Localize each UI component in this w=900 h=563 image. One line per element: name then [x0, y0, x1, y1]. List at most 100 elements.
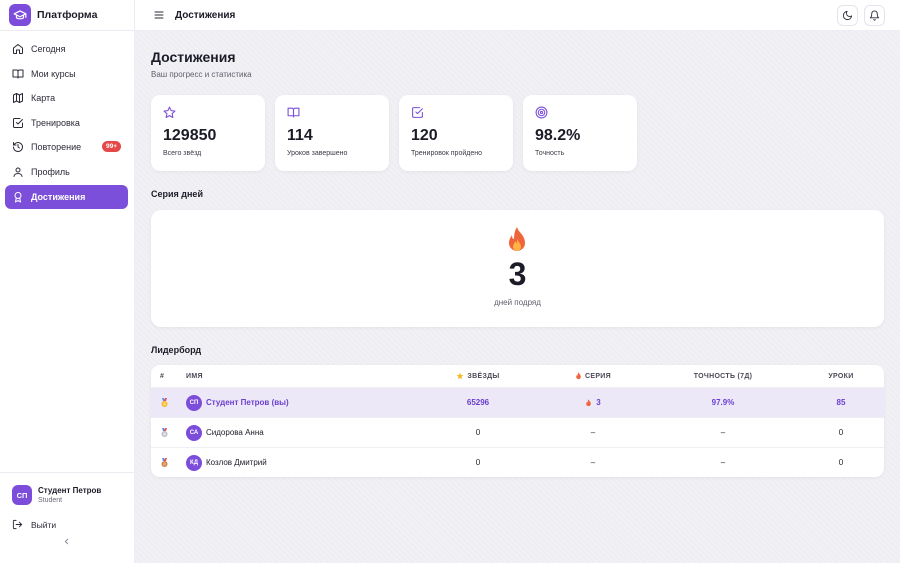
theme-toggle-button[interactable]: [837, 5, 858, 26]
table-row[interactable]: СП Студент Петров (вы) 65296 3 97.9% 85: [151, 387, 884, 417]
leader-accuracy: –: [720, 428, 726, 437]
leader-lessons: 0: [838, 428, 844, 437]
avatar: СП: [12, 485, 32, 505]
sidebar-nav: Сегодня Мои курсы Карта Тренировка Повто…: [0, 31, 134, 209]
avatar: СА: [186, 424, 202, 441]
column-header-accuracy[interactable]: ТОЧНОСТЬ (7Д): [693, 372, 753, 380]
award-icon: [14, 191, 22, 203]
leader-lessons: 85: [836, 398, 846, 407]
stat-value: 120: [411, 127, 438, 144]
graduation-cap-icon: [9, 4, 31, 26]
hamburger-icon: [154, 11, 164, 19]
top-header: Достижения: [135, 0, 900, 31]
leader-streak-value: 3: [596, 398, 601, 407]
sidebar-item-map[interactable]: Карта: [5, 86, 128, 110]
header-title: Достижения: [175, 9, 236, 21]
sidebar-footer: СП Студент Петров Student Выйти: [0, 472, 134, 563]
fire-icon: [509, 227, 525, 251]
stat-card-stars: 129850 Всего звёзд: [151, 95, 265, 171]
column-header-rank: #: [160, 372, 165, 380]
column-header-streak[interactable]: СЕРИЯ: [543, 365, 643, 387]
avatar: КД: [186, 454, 202, 471]
notifications-button[interactable]: [864, 5, 885, 26]
leader-name: Козлов Дмитрий: [206, 458, 267, 467]
leader-stars: 0: [475, 428, 481, 437]
bronze-medal-icon: [160, 448, 169, 477]
sidebar-item-today[interactable]: Сегодня: [5, 37, 128, 61]
stats-row: 129850 Всего звёзд 114 Уроков завершено …: [151, 95, 647, 171]
bell-icon: [869, 10, 880, 21]
page-subtitle: Ваш прогресс и статистика: [151, 70, 252, 79]
avatar: СП: [186, 394, 202, 411]
fire-icon: [586, 398, 592, 406]
stat-value: 114: [287, 127, 313, 144]
star-icon: [163, 106, 176, 119]
column-header-lessons[interactable]: УРОКИ: [828, 372, 854, 380]
stat-card-accuracy: 98.2% Точность: [523, 95, 637, 171]
leader-name: Сидорова Анна: [206, 428, 264, 437]
table-row[interactable]: КД Козлов Дмитрий 0 – – 0: [151, 447, 884, 477]
leader-streak: 3: [543, 388, 643, 417]
stat-value: 129850: [163, 127, 217, 144]
star-filled-icon: [457, 372, 464, 380]
user-name: Студент Петров: [38, 486, 102, 495]
leader-streak: –: [590, 458, 596, 467]
table-row[interactable]: СА Сидорова Анна 0 – – 0: [151, 417, 884, 447]
checkbox-icon: [13, 117, 23, 128]
column-header-name: ИМЯ: [186, 372, 203, 380]
leader-accuracy: 97.9%: [711, 398, 735, 407]
leaderboard-section-title: Лидерборд: [151, 345, 202, 355]
leader-streak: –: [590, 428, 596, 437]
user-icon: [13, 167, 23, 177]
streak-section-title: Серия дней: [151, 189, 203, 199]
logout-icon: [12, 519, 23, 530]
leader-accuracy: –: [720, 458, 726, 467]
checkbox-icon: [412, 107, 423, 118]
book-icon: [12, 69, 24, 79]
streak-card: 3 дней подряд: [151, 210, 884, 327]
leaderboard-table: # ИМЯ ЗВЁЗДЫ СЕРИЯ ТОЧНОСТЬ (7Д) УРОКИ С…: [151, 365, 884, 477]
table-header: # ИМЯ ЗВЁЗДЫ СЕРИЯ ТОЧНОСТЬ (7Д) УРОКИ: [151, 365, 884, 387]
page-title: Достижения: [151, 49, 236, 65]
moon-icon: [842, 10, 853, 21]
logout-button[interactable]: Выйти: [0, 505, 134, 530]
column-header-label: ЗВЁЗДЫ: [467, 372, 500, 380]
stat-value: 98.2%: [535, 127, 581, 144]
menu-toggle-button[interactable]: [153, 9, 165, 21]
sidebar-item-achievements[interactable]: Достижения: [5, 184, 128, 209]
silver-medal-icon: [160, 418, 169, 447]
stat-label: Тренировок пройдено: [411, 150, 482, 157]
sidebar-item-label: Мои курсы: [31, 68, 76, 79]
user-card[interactable]: СП Студент Петров Student: [0, 473, 134, 505]
book-open-icon: [287, 107, 300, 118]
leader-stars: 0: [475, 458, 481, 467]
stat-label: Всего звёзд: [163, 150, 202, 157]
sidebar-item-profile[interactable]: Профиль: [5, 160, 128, 184]
brand: Платформа: [0, 0, 134, 31]
stat-label: Уроков завершено: [287, 150, 348, 157]
chevron-left-icon: [64, 538, 69, 545]
stat-card-lessons: 114 Уроков завершено: [275, 95, 389, 171]
sidebar-item-training[interactable]: Тренировка: [5, 111, 128, 135]
stat-label: Точность: [535, 150, 565, 157]
sidebar-item-label: Достижения: [31, 191, 86, 202]
leader-name: Студент Петров (вы): [206, 398, 289, 407]
column-header-label: СЕРИЯ: [585, 372, 611, 380]
sidebar-item-label: Тренировка: [31, 117, 80, 128]
home-icon: [13, 44, 23, 54]
streak-value: 3: [508, 256, 527, 292]
brand-name: Платформа: [37, 9, 98, 21]
sidebar-item-courses[interactable]: Мои курсы: [5, 62, 128, 86]
history-icon: [13, 142, 23, 153]
column-header-stars[interactable]: ЗВЁЗДЫ: [433, 365, 523, 387]
sidebar-item-label: Повторение: [31, 142, 82, 153]
collapse-sidebar-button[interactable]: [62, 533, 71, 551]
leader-lessons: 0: [838, 458, 844, 467]
sidebar: Платформа Сегодня Мои курсы Карта Тренир…: [0, 0, 135, 563]
leader-stars: 65296: [466, 398, 490, 407]
sidebar-item-label: Сегодня: [31, 44, 66, 54]
target-icon: [535, 106, 548, 119]
sidebar-item-review[interactable]: Повторение 99+: [5, 135, 128, 159]
fire-icon: [576, 372, 581, 380]
review-count-badge: 99+: [101, 141, 121, 153]
